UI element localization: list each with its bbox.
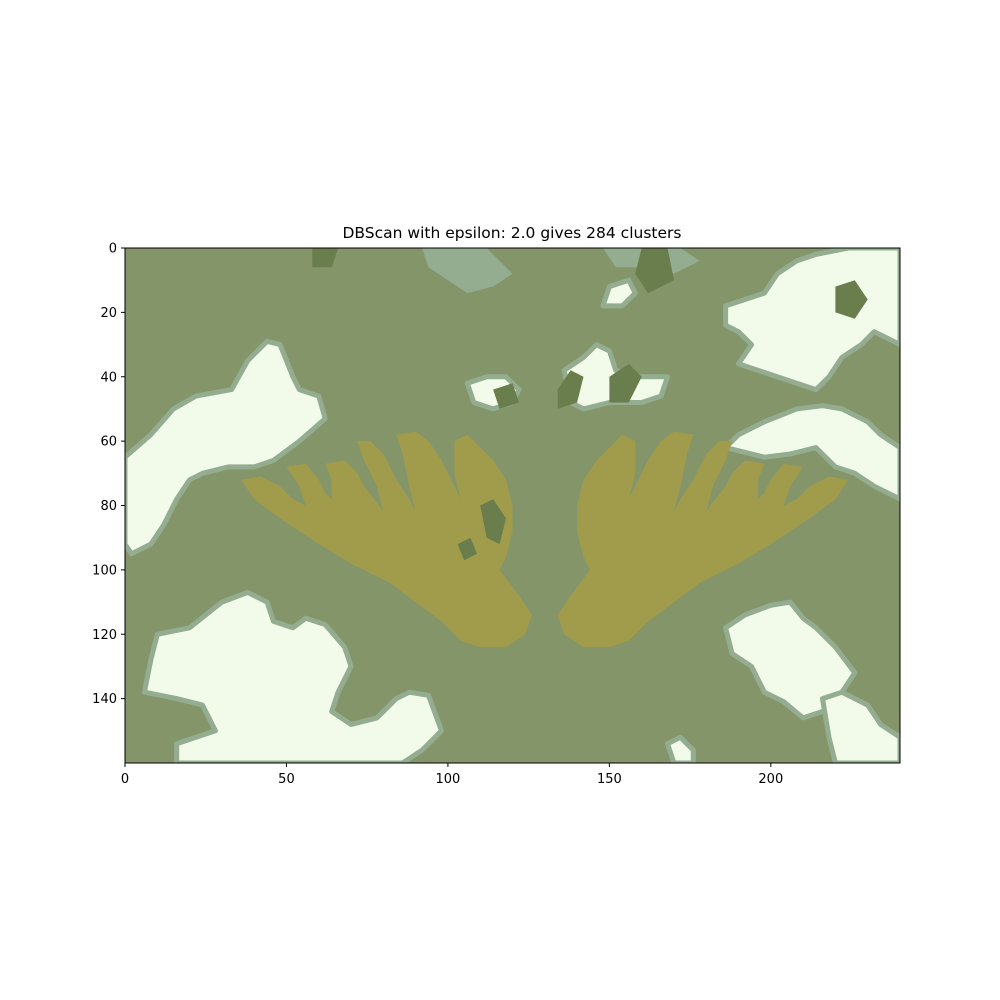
foreground-cluster-region-15 [577, 434, 636, 583]
light-cluster-region-8 [665, 734, 696, 763]
dark-cluster-region-17 [457, 537, 477, 561]
y-tick-label: 20 [100, 306, 117, 321]
x-tick-label: 200 [758, 772, 783, 787]
y-tick-label: 0 [109, 242, 117, 257]
light-cluster-region-2 [723, 599, 858, 721]
dark-cluster-region-23 [312, 248, 339, 268]
light-cluster-region-7 [600, 277, 638, 309]
y-tick-label: 40 [100, 370, 117, 385]
y-tick-label: 120 [92, 628, 117, 643]
x-tick-label: 0 [121, 772, 129, 787]
y-axis: 0 20 40 60 80 100 120 140 [92, 242, 125, 707]
x-tick-label: 100 [436, 772, 461, 787]
dark-cluster-region-21 [635, 248, 674, 294]
foreground-cluster-region-14 [557, 431, 849, 648]
y-tick-label: 100 [92, 563, 117, 578]
y-tick-label: 80 [100, 499, 117, 514]
chart-title: DBScan with epsilon: 2.0 gives 284 clust… [343, 224, 682, 242]
x-tick-label: 50 [278, 772, 295, 787]
plot-area [125, 248, 900, 763]
x-axis: 0 50 100 150 200 [121, 763, 783, 787]
edge-cluster-region-10 [422, 248, 513, 294]
light-cluster-region-0 [125, 338, 328, 557]
light-cluster-region-9 [820, 689, 900, 763]
dark-cluster-region-22 [835, 280, 868, 319]
foreground-cluster-region-12 [241, 431, 532, 648]
y-tick-label: 140 [92, 692, 117, 707]
dark-cluster-region-18 [493, 383, 519, 409]
y-tick-label: 60 [100, 435, 117, 450]
dark-cluster-region-20 [609, 363, 642, 403]
cluster-regions [125, 248, 900, 763]
dark-cluster-region-19 [557, 370, 584, 409]
light-cluster-region-1 [141, 589, 444, 763]
x-tick-label: 150 [597, 772, 622, 787]
dark-cluster-region-16 [480, 499, 506, 545]
light-cluster-region-3 [723, 403, 900, 502]
